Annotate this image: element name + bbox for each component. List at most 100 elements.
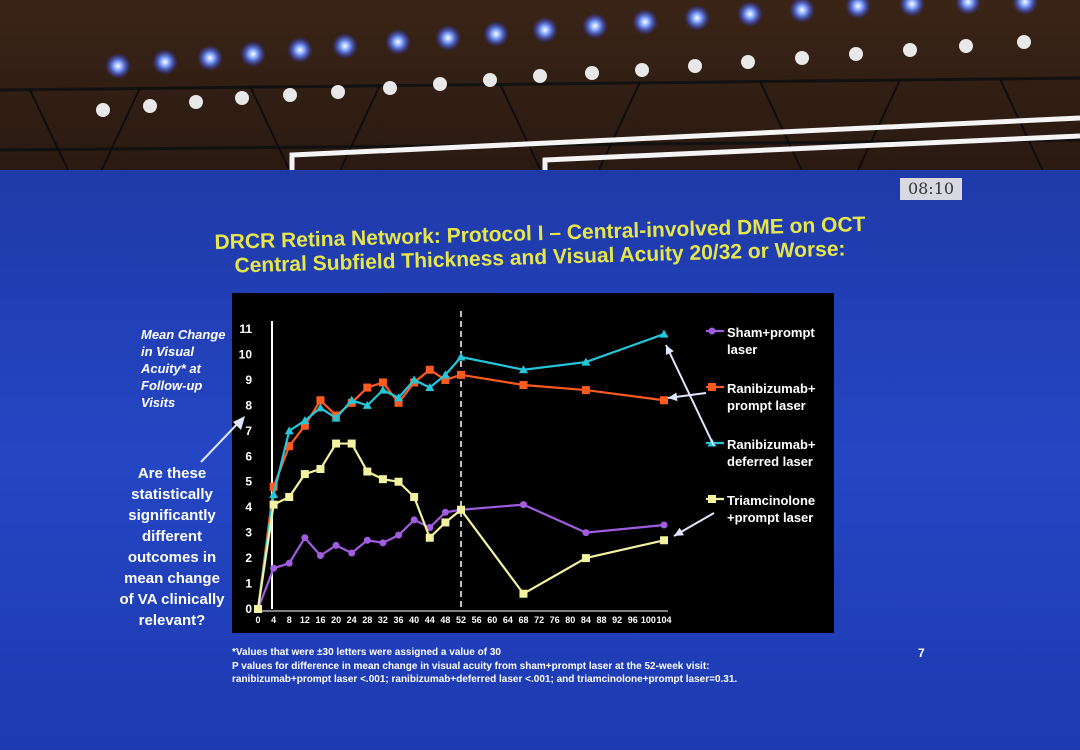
y-tick-label: 2 xyxy=(245,551,252,565)
data-point xyxy=(660,536,668,545)
data-point xyxy=(425,383,435,392)
legend-label-triamcinolone: Triamcinolone +prompt laser xyxy=(727,493,816,525)
data-point xyxy=(316,465,325,473)
data-point xyxy=(441,518,450,527)
data-point xyxy=(363,467,372,476)
x-tick-label: 4 xyxy=(271,615,276,625)
data-point xyxy=(409,375,419,384)
data-point xyxy=(363,383,372,392)
data-point xyxy=(300,470,309,479)
data-point xyxy=(426,524,434,532)
data-point xyxy=(254,605,262,613)
legend-swatch-marker xyxy=(708,383,716,391)
series-1 xyxy=(254,501,668,613)
x-tick-label: 56 xyxy=(472,615,482,625)
legend-label-ranibizumab-deferred: Ranibizumab+ deferred laser xyxy=(727,437,816,469)
data-point xyxy=(269,500,278,509)
data-point xyxy=(331,413,341,422)
data-point xyxy=(519,589,528,598)
y-axis-label: Mean Change in Visual Acuity* at Follow-… xyxy=(141,327,226,410)
data-point xyxy=(347,395,357,404)
x-tick-label: 12 xyxy=(300,615,310,625)
x-tick-label: 84 xyxy=(581,615,591,625)
y-axis-pointer-arrow xyxy=(200,416,245,463)
pointer-arrow-deferred-head xyxy=(665,345,674,355)
chart-panel xyxy=(232,293,834,633)
data-point xyxy=(300,421,309,430)
data-point xyxy=(332,541,340,549)
data-point xyxy=(316,396,325,405)
x-tick-label: 8 xyxy=(287,615,292,625)
data-point xyxy=(519,501,527,509)
x-tick-label: 100 xyxy=(641,615,656,625)
data-point xyxy=(395,531,403,539)
data-point xyxy=(379,539,387,547)
pointer-arrow-prompt-head xyxy=(668,392,678,402)
y-tick-label: 3 xyxy=(245,526,252,540)
y-tick-label: 7 xyxy=(245,424,252,438)
x-tick-label: 76 xyxy=(550,615,560,625)
x-tick-label: 88 xyxy=(597,615,607,625)
y-tick-label: 0 xyxy=(245,602,252,616)
x-tick-label: 20 xyxy=(331,615,341,625)
data-point xyxy=(269,489,279,498)
data-point xyxy=(348,549,356,557)
data-point xyxy=(363,536,371,544)
x-tick-label: 60 xyxy=(487,615,497,625)
footnote-2: P values for difference in mean change i… xyxy=(232,661,710,672)
data-point xyxy=(581,357,591,366)
x-tick-label: 72 xyxy=(534,615,544,625)
data-point xyxy=(394,477,403,486)
data-point xyxy=(425,533,434,542)
data-point xyxy=(301,534,309,542)
data-point xyxy=(410,516,418,524)
clock-overlay: 08:10 xyxy=(900,178,962,200)
data-point xyxy=(378,378,387,387)
data-point xyxy=(581,554,590,563)
legend-label-ranibizumab-prompt: Ranibizumab+ prompt laser xyxy=(727,381,816,413)
x-tick-label: 0 xyxy=(255,615,260,625)
data-point xyxy=(582,529,590,537)
x-tick-label: 16 xyxy=(315,615,325,625)
data-point xyxy=(378,475,387,484)
data-point xyxy=(394,393,404,402)
data-point xyxy=(659,329,669,338)
data-point xyxy=(441,375,450,384)
data-point xyxy=(410,493,419,501)
legend-label-sham: Sham+prompt laser xyxy=(727,325,815,357)
x-tick-label: 36 xyxy=(394,615,404,625)
data-point xyxy=(300,416,310,425)
data-point xyxy=(457,370,465,379)
data-point xyxy=(660,521,668,529)
data-point xyxy=(332,439,341,448)
x-tick-label: 52 xyxy=(456,615,466,625)
data-point xyxy=(581,386,590,395)
y-tick-label: 4 xyxy=(245,500,252,514)
x-tick-label: 24 xyxy=(347,615,357,625)
data-point xyxy=(518,365,528,374)
y-tick-label: 8 xyxy=(245,398,252,412)
data-point xyxy=(284,426,294,435)
footnote-1: *Values that were ±30 letters were assig… xyxy=(232,647,501,658)
x-tick-label: 96 xyxy=(628,615,638,625)
x-tick-label: 64 xyxy=(503,615,513,625)
data-point xyxy=(378,385,388,394)
question-text: Are these statistically significantly di… xyxy=(119,465,225,629)
data-point xyxy=(285,493,294,501)
data-point xyxy=(347,439,356,448)
slide-number: 7 xyxy=(918,646,925,660)
data-point xyxy=(425,365,434,374)
y-tick-label: 11 xyxy=(239,322,252,336)
x-tick-label: 80 xyxy=(565,615,575,625)
data-point xyxy=(269,482,278,491)
x-tick-label: 68 xyxy=(518,615,528,625)
data-point xyxy=(362,400,372,409)
series-4 xyxy=(254,439,668,613)
data-point xyxy=(270,564,278,572)
y-tick-label: 5 xyxy=(245,475,252,489)
data-point xyxy=(285,442,294,451)
x-tick-label: 32 xyxy=(378,615,388,625)
data-point xyxy=(316,552,324,560)
x-tick-label: 40 xyxy=(409,615,419,625)
